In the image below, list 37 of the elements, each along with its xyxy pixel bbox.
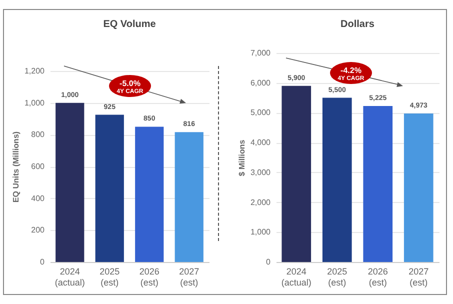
y-tick-label: 800 bbox=[31, 130, 46, 140]
y-tick-label: 4,000 bbox=[250, 138, 272, 148]
bar bbox=[56, 102, 84, 262]
y-tick-label: 2,000 bbox=[250, 198, 272, 207]
x-tick-label: 2026 (est) bbox=[139, 266, 160, 288]
x-tick-label: 2025 (est) bbox=[100, 266, 120, 288]
y-tick-label: 6,000 bbox=[250, 78, 272, 88]
y-tick-label: 1,000 bbox=[250, 228, 272, 237]
y-axis-title: $ Millions bbox=[237, 139, 246, 176]
y-tick-label: 1,200 bbox=[24, 66, 46, 76]
y-tick-label: 5,000 bbox=[250, 108, 272, 118]
y-tick-label: 200 bbox=[31, 226, 46, 235]
y-tick-label: 3,000 bbox=[250, 168, 272, 177]
x-tick-label: 2024 (actual) bbox=[281, 266, 312, 288]
bar bbox=[174, 132, 204, 262]
bar bbox=[282, 86, 312, 262]
x-tick-label: 2024 (actual) bbox=[54, 266, 85, 288]
y-tick-label: 400 bbox=[31, 194, 46, 203]
bar bbox=[135, 126, 164, 262]
bar bbox=[95, 114, 124, 262]
x-tick-label: 2026 (est) bbox=[368, 266, 388, 288]
y-tick-label: 1,000 bbox=[24, 98, 46, 108]
y-axis-title: EQ Units (Millions) bbox=[11, 131, 20, 203]
x-tick-label: 2025 (est) bbox=[327, 266, 348, 288]
x-tick-label: 2027 (est) bbox=[179, 266, 200, 288]
y-tick-label: 0 bbox=[40, 258, 46, 266]
annotation: -5.0% bbox=[120, 79, 140, 88]
annotation: -4.2% bbox=[340, 66, 362, 75]
y-tick-label: 0 bbox=[266, 258, 272, 266]
y-tick-label: 7,000 bbox=[250, 48, 272, 58]
bar bbox=[322, 98, 352, 262]
y-tick-label: 600 bbox=[31, 162, 46, 171]
bar bbox=[363, 106, 393, 262]
x-tick-label: 2027 (est) bbox=[408, 266, 429, 288]
chart-title: Dollars bbox=[340, 19, 375, 30]
chart-title: EQ Volume bbox=[103, 19, 156, 30]
bar bbox=[404, 114, 434, 262]
